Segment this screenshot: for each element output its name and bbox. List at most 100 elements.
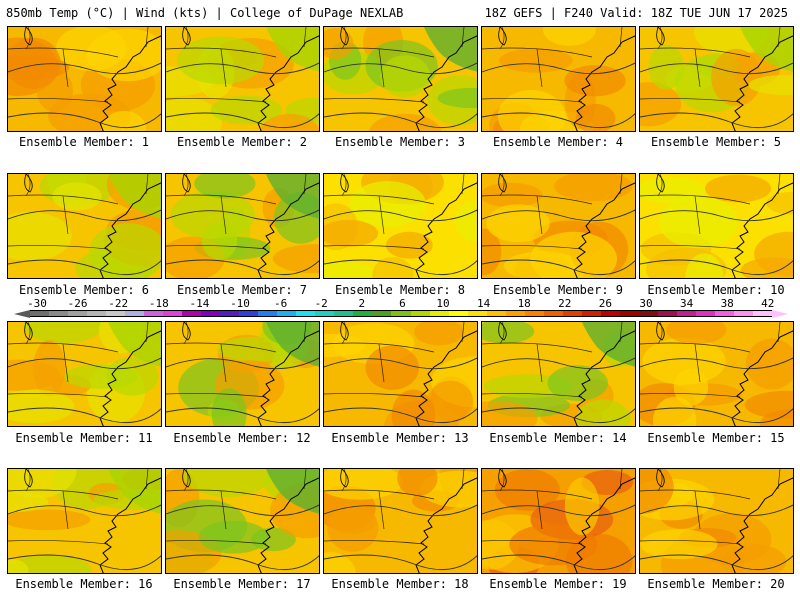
colorbar-segment [87, 310, 107, 317]
colorbar-segment [258, 310, 278, 317]
colorbar-tick-label: -30 [27, 297, 47, 310]
ensemble-member-label: Ensemble Member: 3 [334, 135, 466, 149]
colorbar-tick-label: -6 [273, 297, 288, 310]
colorbar-segment [581, 310, 602, 317]
colorbar-tick-label: -26 [67, 297, 88, 310]
ensemble-member-label: Ensemble Member: 16 [15, 577, 153, 591]
colorbar-tick-label: -10 [230, 297, 250, 310]
colorbar-right-arrow [772, 310, 788, 318]
colorbar-segment [163, 310, 183, 317]
colorbar-segment [410, 310, 431, 317]
ensemble-member-label: Ensemble Member: 13 [331, 431, 469, 445]
ensemble-map-panel [323, 321, 478, 427]
colorbar-tick-label: 22 [558, 297, 572, 310]
colorbar-segment [391, 310, 411, 317]
colorbar-segment [353, 310, 373, 317]
temperature-field-map [482, 27, 635, 131]
ensemble-map-panel [165, 173, 320, 279]
temperature-field-map [640, 174, 793, 278]
colorbar-segment [600, 310, 621, 317]
ensemble-map-panel [7, 26, 162, 132]
ensemble-map-panel [7, 468, 162, 574]
ensemble-member-label: Ensemble Member: 2 [176, 135, 308, 149]
ensemble-member-label: Ensemble Member: 11 [15, 431, 153, 445]
colorbar-segment [372, 310, 392, 317]
temperature-field-map [166, 469, 319, 573]
temperature-field-map [324, 27, 477, 131]
ensemble-member-label: Ensemble Member: 19 [489, 577, 627, 591]
colorbar-segment [676, 310, 697, 317]
colorbar-segment [334, 310, 354, 317]
temperature-field-map [8, 322, 161, 426]
ensemble-map-panel [481, 468, 636, 574]
ensemble-member-label: Ensemble Member: 15 [647, 431, 785, 445]
ensemble-map-panel [481, 173, 636, 279]
temperature-field-map [324, 174, 477, 278]
colorbar-segment [429, 310, 450, 317]
colorbar-segment [296, 310, 316, 317]
ensemble-map-panel [481, 321, 636, 427]
colorbar-tick-label: 38 [720, 297, 734, 310]
colorbar-tick-label: -18 [148, 297, 169, 310]
colorbar-segment [467, 310, 488, 317]
colorbar-segment [619, 310, 640, 317]
colorbar-segment [752, 310, 773, 317]
colorbar-tick-label: -2 [314, 297, 328, 310]
colorbar-segment [543, 310, 564, 317]
temperature-field-map [8, 27, 161, 131]
colorbar-tick-label: 34 [679, 297, 694, 310]
temperature-field-map [324, 469, 477, 573]
colorbar-tick-label: -22 [108, 297, 129, 310]
header-title: 850mb Temp (°C) | Wind (kts) | College o… [6, 6, 404, 20]
colorbar-segment [68, 310, 88, 317]
temperature-field-map [640, 322, 793, 426]
colorbar-tick-label: 6 [399, 297, 406, 310]
colorbar-segment [562, 310, 583, 317]
temperature-field-map [640, 27, 793, 131]
colorbar-tick-label: 18 [517, 297, 531, 310]
temperature-field-map [482, 322, 635, 426]
ensemble-map-panel [7, 173, 162, 279]
colorbar-segment [524, 310, 545, 317]
ensemble-member-label: Ensemble Member: 17 [173, 577, 311, 591]
temperature-field-map [324, 322, 477, 426]
colorbar-segment [657, 310, 678, 317]
colorbar-tick-label: 14 [476, 297, 491, 310]
ensemble-member-label: Ensemble Member: 8 [334, 283, 466, 297]
ensemble-member-label: Ensemble Member: 12 [173, 431, 311, 445]
ensemble-map-panel [481, 26, 636, 132]
ensemble-map-panel [639, 173, 794, 279]
colorbar-segment [714, 310, 735, 317]
colorbar-segment [505, 310, 526, 317]
colorbar-tick-label: 2 [358, 297, 366, 310]
ensemble-member-label: Ensemble Member: 18 [331, 577, 469, 591]
ensemble-member-label: Ensemble Member: 1 [18, 135, 150, 149]
colorbar-tick-label: 26 [598, 297, 613, 310]
colorbar-segment [695, 310, 716, 317]
header-valid-time: 18Z GEFS | F240 Valid: 18Z TUE JUN 17 20… [484, 6, 788, 20]
colorbar-segment [144, 310, 164, 317]
temperature-field-map [166, 322, 319, 426]
ensemble-member-label: Ensemble Member: 6 [18, 283, 150, 297]
ensemble-member-label: Ensemble Member: 14 [489, 431, 627, 445]
temperature-field-map [640, 469, 793, 573]
colorbar-tick-label: 30 [639, 297, 653, 310]
colorbar-segment [182, 310, 202, 317]
temperature-field-map [166, 27, 319, 131]
colorbar-segment [125, 310, 145, 317]
ensemble-map-panel [165, 26, 320, 132]
ensemble-map-panel [323, 26, 478, 132]
ensemble-map-panel [323, 173, 478, 279]
colorbar-segment [30, 310, 50, 317]
colorbar-segment [201, 310, 221, 317]
colorbar-tick-label: -14 [189, 297, 210, 310]
ensemble-member-label: Ensemble Member: 9 [492, 283, 624, 297]
colorbar-segment [733, 310, 754, 317]
temperature-field-map [482, 469, 635, 573]
ensemble-member-label: Ensemble Member: 20 [647, 577, 785, 591]
ensemble-map-panel [639, 321, 794, 427]
ensemble-map-panel [323, 468, 478, 574]
ensemble-member-label: Ensemble Member: 7 [176, 283, 308, 297]
colorbar-segment [486, 310, 507, 317]
colorbar-segment [277, 310, 297, 317]
